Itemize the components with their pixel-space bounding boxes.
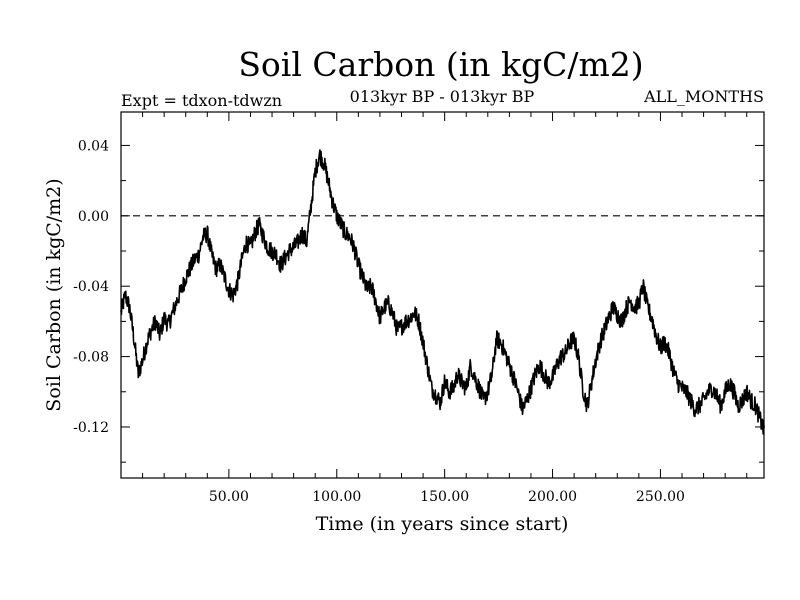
months-annotation: ALL_MONTHS	[643, 87, 764, 106]
x-axis-label: Time (in years since start)	[316, 513, 569, 535]
x-tick-label: 150.00	[420, 489, 469, 505]
experiment-annotation: Expt = tdxon-tdwzn	[121, 91, 282, 110]
chart-title: Soil Carbon (in kgC/m2)	[238, 45, 643, 84]
soil-carbon-series-line	[120, 149, 765, 435]
y-tick-label: 0.04	[78, 138, 109, 154]
y-tick-label: -0.04	[73, 279, 109, 295]
x-tick-label: 250.00	[636, 489, 685, 505]
y-tick-label: -0.08	[73, 350, 109, 366]
x-tick-label: 50.00	[209, 489, 249, 505]
x-tick-label: 100.00	[312, 489, 361, 505]
x-tick-label: 200.00	[528, 489, 577, 505]
chart-subtitle: 013kyr BP - 013kyr BP	[350, 87, 535, 106]
y-axis-ticks: 0.04 0.00 -0.04 -0.08 -0.12	[73, 138, 764, 463]
y-tick-label: 0.00	[78, 209, 109, 225]
x-axis-ticks: 50.00 100.00 150.00 200.00 250.00	[142, 112, 748, 505]
y-tick-label: -0.12	[73, 420, 109, 436]
y-axis-label: Soil Carbon (in kgC/m2)	[43, 178, 65, 411]
plot-area-frame	[120, 111, 765, 479]
